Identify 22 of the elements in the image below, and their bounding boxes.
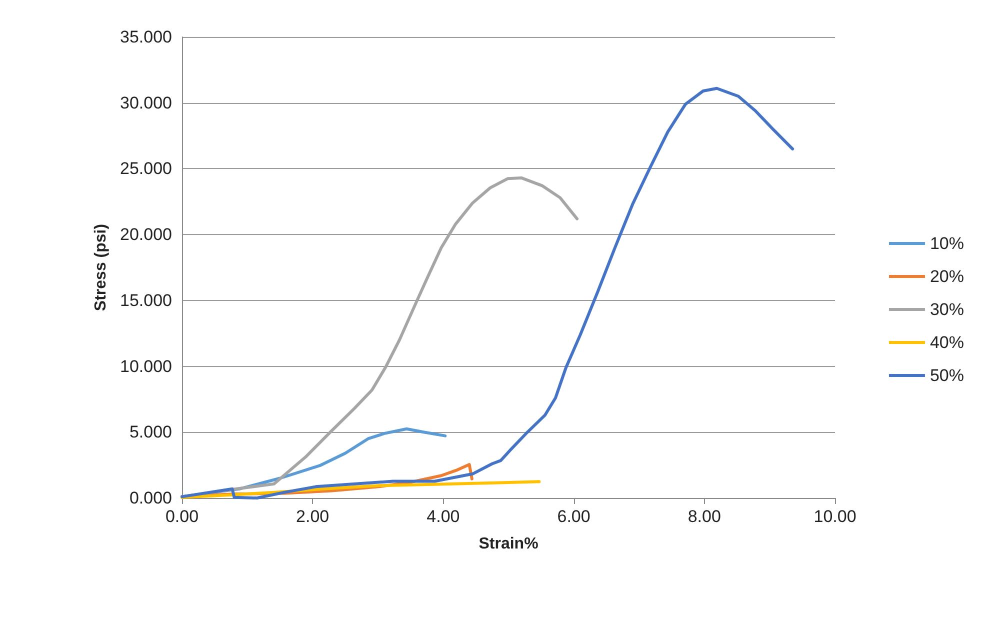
line-series bbox=[180, 86, 794, 500]
y-tick-label: 0.000 bbox=[129, 488, 172, 508]
y-tick-label: 10.000 bbox=[120, 356, 172, 376]
x-tick-label: 10.00 bbox=[814, 507, 856, 526]
x-tick-label: 0.00 bbox=[165, 507, 199, 526]
legend-label: 50% bbox=[930, 366, 964, 385]
y-tick-label: 5.000 bbox=[129, 422, 172, 442]
y-tick-label: 30.000 bbox=[120, 93, 172, 112]
x-axis-title: Strain% bbox=[478, 536, 538, 552]
y-tick-label: 15.000 bbox=[120, 290, 172, 310]
x-tick-label: 6.00 bbox=[557, 507, 590, 526]
x-tick-label: 2.00 bbox=[296, 507, 330, 526]
x-tick-label: 4.00 bbox=[426, 507, 460, 526]
legend-label: 30% bbox=[930, 300, 964, 319]
legend-label: 10% bbox=[930, 234, 964, 253]
legend-label: 40% bbox=[930, 333, 964, 352]
legend-label: 20% bbox=[930, 267, 964, 286]
y-tick-label: 20.000 bbox=[120, 225, 172, 244]
y-tick-label: 35.000 bbox=[120, 28, 172, 46]
y-tick-label: 25.000 bbox=[120, 159, 172, 178]
y-axis-title: Stress (psi) bbox=[92, 224, 110, 312]
x-tick-label: 8.00 bbox=[688, 507, 721, 526]
